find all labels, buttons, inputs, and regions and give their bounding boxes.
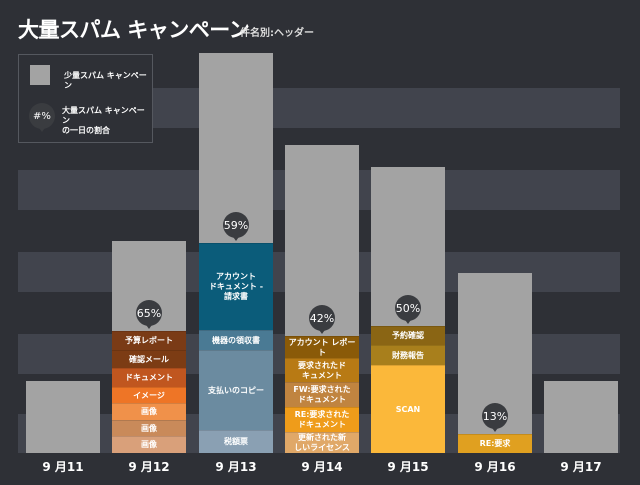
- bar-segment: ドキュメント: [112, 368, 186, 387]
- percent-pin: 42%: [309, 305, 335, 334]
- legend-label-small-campaign: 少量スパム キャンペーン: [64, 71, 147, 90]
- x-tick-label: 9 月13: [215, 460, 257, 474]
- bar-segment: 予約確認: [371, 326, 445, 345]
- percent-pin: 65%: [136, 300, 162, 329]
- bar-segment: 機器の領収書: [199, 330, 273, 350]
- bar-segment: 確認メール: [112, 350, 186, 368]
- x-tick-label: 9 月17: [560, 460, 602, 474]
- legend-pin-icon: #%: [29, 103, 55, 132]
- x-tick-label: 9 月12: [128, 460, 170, 474]
- legend: 少量スパム キャンペーン #% 大量スパム キャンペーン の一日の割合: [18, 54, 153, 143]
- bar-total: 画像 画像 画像 イメージ ドキュメント 確認メール 予算レポート: [112, 241, 186, 453]
- x-tick-label: 9 月11: [42, 460, 84, 474]
- percent-pin: 59%: [223, 212, 249, 241]
- bar-total: [26, 381, 100, 453]
- bar-segment: 財務報告: [371, 345, 445, 365]
- bar-total: [544, 381, 618, 453]
- bar-segment: FW:要求された ドキュメント: [285, 382, 359, 407]
- percent-pin: 13%: [482, 403, 508, 432]
- chart-title: 大量スパム キャンペーン: [18, 18, 250, 42]
- bar-total: SCAN 財務報告 予約確認: [371, 167, 445, 453]
- bar-segment: 画像: [112, 403, 186, 420]
- bar-segment: 支払いのコピー: [199, 350, 273, 430]
- bar-total: 税額票 支払いのコピー 機器の領収書 アカウント ドキュメント - 請求書: [199, 53, 273, 453]
- chart-subtitle: 件名別:ヘッダー: [240, 28, 314, 39]
- bar-segment: 税額票: [199, 430, 273, 453]
- bar-segment: RE:要求: [458, 434, 532, 453]
- x-tick-label: 9 月16: [474, 460, 516, 474]
- bar-segment: アカウント レポート: [285, 336, 359, 358]
- bar-segment: アカウント ドキュメント - 請求書: [199, 243, 273, 330]
- bar-segment: 更新された新 しいライセンス: [285, 432, 359, 453]
- bar-segment: RE:要求された ドキュメント: [285, 407, 359, 432]
- bar-segment: 画像: [112, 436, 186, 453]
- bar-total: 更新された新 しいライセンス RE:要求された ドキュメント FW:要求された ドキ…: [285, 145, 359, 453]
- bar-segment: 要求されたド キュメント: [285, 358, 359, 382]
- bar-segment: 画像: [112, 420, 186, 436]
- bar-segment: イメージ: [112, 387, 186, 403]
- percent-pin: 50%: [395, 295, 421, 324]
- x-tick-label: 9 月14: [301, 460, 343, 474]
- bar-segment: SCAN: [371, 365, 445, 453]
- bar-segment: 予算レポート: [112, 331, 186, 350]
- legend-label-large-campaign: 大量スパム キャンペーン の一日の割合: [62, 106, 145, 135]
- x-tick-label: 9 月15: [387, 460, 429, 474]
- legend-swatch-small-campaign: [30, 65, 50, 85]
